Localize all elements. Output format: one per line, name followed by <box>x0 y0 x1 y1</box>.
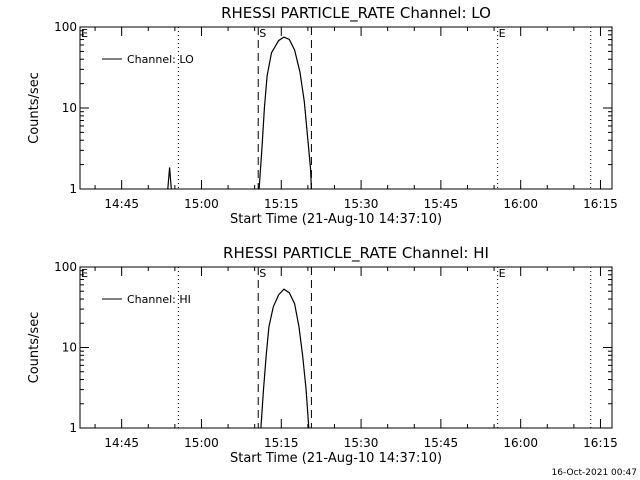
x-tick-label: 14:45 <box>104 436 139 450</box>
x-tick-label: 16:00 <box>503 436 538 450</box>
x-axis-label: Start Time (21-Aug-10 14:37:10) <box>230 212 442 227</box>
series-line <box>258 36 312 190</box>
y-axis-label: Counts/sec <box>27 72 42 144</box>
x-tick-label: 16:15 <box>583 197 618 211</box>
y-tick-label: 1 <box>69 421 77 435</box>
x-tick-label: 15:15 <box>264 436 299 450</box>
y-tick-label: 100 <box>54 260 77 274</box>
chart-title: RHESSI PARTICLE_RATE Channel: HI <box>223 244 489 263</box>
x-axis-label: Start Time (21-Aug-10 14:37:10) <box>230 451 442 466</box>
x-tick-label: 14:45 <box>104 197 139 211</box>
x-tick-label: 15:15 <box>264 197 299 211</box>
marker-label: S <box>259 27 266 40</box>
x-tick-label: 15:00 <box>184 436 219 450</box>
marker-label: E <box>499 27 506 40</box>
x-tick-label: 16:15 <box>583 436 618 450</box>
y-tick-label: 1 <box>69 182 77 196</box>
x-tick-label: 16:00 <box>503 197 538 211</box>
y-tick-label: 100 <box>54 20 77 34</box>
marker-label: S <box>259 267 266 280</box>
plot-timestamp: 16-Oct-2021 00:47 <box>552 468 637 478</box>
marker-label: E <box>81 27 88 40</box>
chart-title: RHESSI PARTICLE_RATE Channel: LO <box>221 4 491 23</box>
x-tick-label: 15:30 <box>344 197 379 211</box>
x-tick-label: 15:30 <box>344 436 379 450</box>
plot-frame <box>79 26 613 190</box>
chart-panel-1: RHESSI PARTICLE_RATE Channel: LO 1 10 100 14… <box>27 4 618 227</box>
series-line <box>167 167 172 190</box>
marker-label: E <box>81 267 88 280</box>
chart-panel-2: RHESSI PARTICLE_RATE Channel: HI 1 10 100 14… <box>27 244 618 466</box>
y-axis-label: Counts/sec <box>27 312 42 384</box>
series-line <box>260 288 310 429</box>
marker-label: E <box>499 267 506 280</box>
x-tick-label: 15:00 <box>184 197 219 211</box>
plot-frame <box>79 266 613 429</box>
y-tick-label: 10 <box>62 341 77 355</box>
legend-label: Channel: LO <box>127 53 194 66</box>
legend-label: Channel: HI <box>127 293 191 306</box>
x-tick-label: 15:45 <box>424 436 459 450</box>
y-tick-label: 10 <box>62 101 77 115</box>
x-tick-label: 15:45 <box>424 197 459 211</box>
